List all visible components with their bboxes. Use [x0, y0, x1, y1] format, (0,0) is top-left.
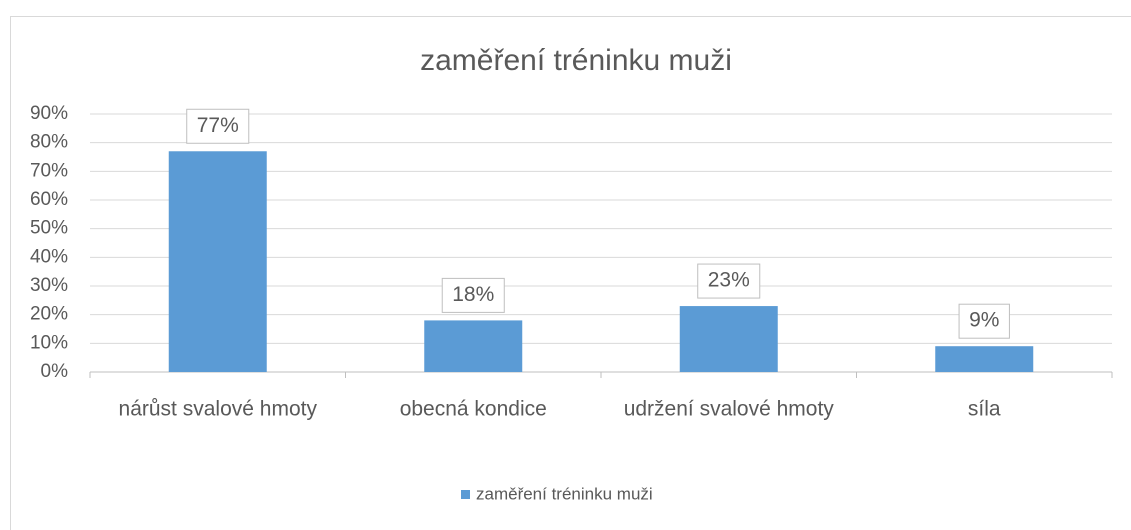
bar — [168, 151, 267, 372]
bar — [935, 346, 1034, 372]
data-label: 23% — [708, 269, 750, 292]
data-label-box — [186, 108, 250, 144]
y-tick-label: 80% — [30, 132, 68, 153]
data-label-box — [958, 303, 1010, 339]
data-label: 9% — [969, 309, 999, 332]
legend-swatch — [461, 490, 470, 499]
y-tick-label: 60% — [30, 189, 68, 210]
y-tick-label: 30% — [30, 275, 68, 296]
x-tick-label: udržení svalové hmoty — [624, 398, 835, 421]
bar — [679, 306, 778, 372]
y-tick-label: 50% — [30, 218, 68, 239]
legend-label: zaměření tréninku muži — [476, 484, 653, 503]
data-label: 77% — [197, 114, 239, 137]
y-tick-label: 10% — [30, 332, 68, 353]
y-tick-label: 20% — [30, 304, 68, 325]
x-tick-label: nárůst svalové hmoty — [119, 398, 318, 421]
data-label: 18% — [452, 283, 494, 306]
y-tick-label: 40% — [30, 246, 68, 267]
bar — [424, 320, 523, 372]
y-tick-label: 90% — [30, 103, 68, 124]
y-tick-label: 0% — [41, 361, 69, 382]
x-tick-label: obecná kondice — [400, 398, 547, 421]
data-label-box — [697, 263, 761, 299]
chart-title: zaměření tréninku muži — [420, 44, 732, 77]
y-tick-label: 70% — [30, 160, 68, 181]
x-tick-label: síla — [968, 398, 1001, 421]
data-label-box — [441, 277, 505, 313]
